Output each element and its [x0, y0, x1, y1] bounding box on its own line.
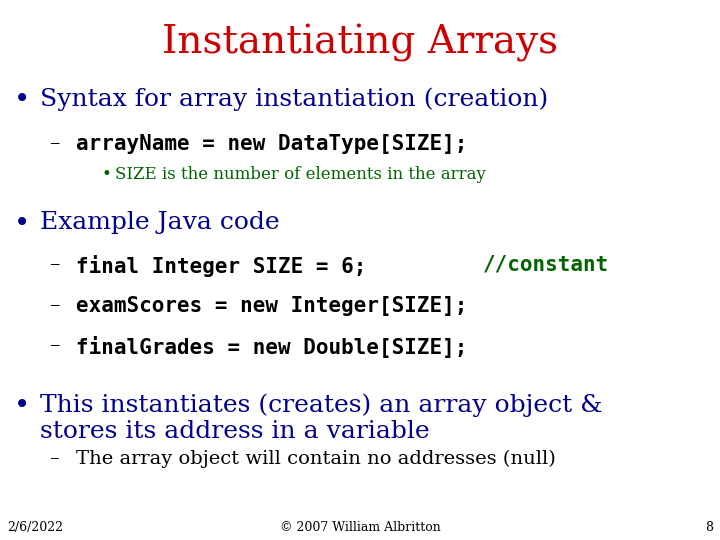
Text: arrayName = new DataType[SIZE];: arrayName = new DataType[SIZE]; [76, 134, 467, 154]
Text: •: • [14, 87, 30, 114]
Text: •: • [102, 166, 112, 183]
Text: –: – [49, 255, 59, 274]
Text: examScores = new Integer[SIZE];: examScores = new Integer[SIZE]; [76, 296, 467, 316]
Text: Instantiating Arrays: Instantiating Arrays [162, 24, 558, 62]
Text: This instantiates (creates) an array object &
stores its address in a variable: This instantiates (creates) an array obj… [40, 393, 602, 443]
Text: Example Java code: Example Java code [40, 211, 279, 234]
Text: •: • [14, 393, 30, 420]
Text: Syntax for array instantiation (creation): Syntax for array instantiation (creation… [40, 87, 548, 111]
Text: 2/6/2022: 2/6/2022 [7, 521, 63, 534]
Text: © 2007 William Albritton: © 2007 William Albritton [279, 521, 441, 534]
Text: SIZE is the number of elements in the array: SIZE is the number of elements in the ar… [115, 166, 486, 183]
Text: //constant: //constant [483, 255, 609, 275]
Text: –: – [49, 336, 59, 355]
Text: final Integer SIZE = 6;: final Integer SIZE = 6; [76, 255, 391, 277]
Text: •: • [14, 211, 30, 238]
Text: The array object will contain no addresses (null): The array object will contain no address… [76, 449, 555, 468]
Text: –: – [49, 296, 59, 315]
Text: –: – [49, 449, 59, 467]
Text: 8: 8 [705, 521, 713, 534]
Text: –: – [49, 134, 59, 153]
Text: finalGrades = new Double[SIZE];: finalGrades = new Double[SIZE]; [76, 336, 467, 358]
